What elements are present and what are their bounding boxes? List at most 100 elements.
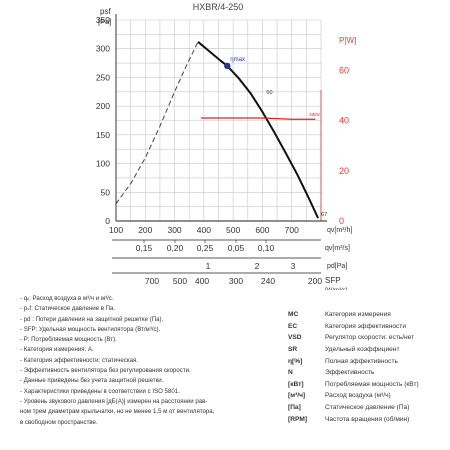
legend-abbr: [Па] [288,404,301,412]
legend-row: η[%] Полная эффективность [288,355,448,367]
legend-abbr: η[%] [288,357,303,365]
pd-tick-label: 3 [291,261,296,271]
bottom-axes: 100 200 300 400 500 600 700 qv[m³/h] 0,15 0,20 0,2… [109,225,352,290]
legend-row: [м³/ч] Расход воздуха (м³/ч) [288,390,448,402]
qs-tick-label: 0,25 [197,243,214,253]
fan-curve-chart: 350300250200150100500psf[Pa]6040200P[W]H… [96,2,357,290]
note-line: в свободном пространстве. [20,418,98,426]
legend-row: [RPM] Частота вращения (об/мин) [288,413,448,425]
stall-curve [115,41,199,205]
y-tick-label: 50 [101,187,111,197]
qs-tick-label: 0,15 [136,243,153,253]
qh-tick-label: 100 [109,225,123,235]
y-tick-label: 150 [96,130,110,140]
qs-tick-label: 0,05 [228,243,245,253]
pd-axis-title: pd[Pa] [327,263,347,270]
sfp-tick-label: 400 [195,276,209,286]
sfp-tick-label: 700 [145,276,159,286]
legend-row: SR Удельный коэффициент [288,344,448,356]
legend-abbr: EC [288,322,298,330]
y2-tick-label: 20 [339,166,349,176]
legend-text: Расход воздуха (м³/ч) [325,392,391,400]
y-tick-label: 0 [105,216,110,226]
sfp-tick-label: 240 [261,276,275,286]
notes-list: - qᵥ: Расход воздуха в м³/ч и м³/с. - pₛf… [20,294,282,428]
legend-text: Потребляемая мощность (кВт) [325,380,419,388]
y2-tick-label: 60 [339,65,349,75]
sfp-tick-label: 200 [308,276,322,286]
y-tick-label: 200 [96,101,110,111]
legend-abbr: VSD [288,334,302,342]
sfp-axis-title: SFP [325,276,341,285]
legend-row: VSD Регулятор скорости: есть/нет [288,332,448,344]
y-tick-label: 350 [96,15,110,25]
legend-text: Регулятор скорости: есть/нет [325,334,415,342]
qs-axis-title: qv[m³/s] [325,245,350,252]
legend-row: MC Категория измерения [288,309,448,321]
chart-curves [115,41,319,219]
sfp-axis-unit: [W/m³/s] [325,288,348,290]
qh-tick-label: 700 [285,225,299,235]
y-axis-unit: [Pa] [98,17,111,26]
qh-tick-label: 500 [226,225,240,235]
legend-abbr: MC [288,311,299,319]
legend-abbr: SR [288,346,298,354]
chart-grid [115,14,327,222]
note-line: - p⁠d : Потери давления на защитной реше… [20,315,164,323]
legend-row: [Па] Статическое давление (Па) [288,402,448,414]
power-curve [200,117,316,120]
chart-title: HXBR/4-250 [193,2,244,12]
legend-abbr: [м³/ч] [288,392,306,400]
qh-tick-label: 200 [138,225,152,235]
abbreviation-legend: MC Категория измерения EC Категория эффекти… [288,309,448,425]
qh-tick-label: 400 [197,225,211,235]
eta-max-point [224,62,231,70]
qh-tick-label: 300 [167,225,181,235]
legend-row: N Эффективность [288,367,448,379]
legend-abbr: [кВт] [288,380,304,388]
note-line: - Эффективность вентилятора без регулиро… [20,367,191,375]
note-line: - Категория эффективности: статическая. [20,356,138,364]
point-67-label: 67 [321,212,327,218]
legend-row: [кВт] Потребляемая мощность (кВт) [288,379,448,391]
y2-tick-label: 40 [339,116,349,126]
qs-tick-label: 0,10 [258,243,275,253]
legend-text: Удельный коэффициент [325,346,400,354]
note-line: ном трем диаметрам крыльчатки, но не мен… [20,408,215,416]
note-line: - Уровень звукового давления [дБ(А)] изм… [20,397,208,405]
point-50-label: 50 [266,90,272,96]
qh-tick-label: 600 [255,225,269,235]
y2-axis-title: P[W] [339,36,356,45]
legend-text: Частота вращения (об/мин) [325,415,410,423]
pressure-curve [197,41,319,219]
note-line: - Данные приведены без учета защитной ре… [20,377,164,385]
qs-tick-label: 0,20 [167,243,184,253]
sfp-tick-label: 500 [173,276,187,286]
legend-abbr: [RPM] [288,415,308,423]
note-line: - Характеристики приведены в соответстви… [20,387,180,395]
note-line: - SFP: Удельная мощность вентилятора (Вт… [20,325,161,333]
y-tick-label: 250 [96,72,110,82]
legend-text: Категория эффективности [325,322,407,330]
y2-tick-label: 0 [339,216,344,226]
sfp-tick-label: 300 [229,276,243,286]
eta-max-label: ηmax [230,57,245,63]
qh-axis-title: qv[m³/h] [327,227,352,234]
legend-text: Полная эффективность [325,357,398,365]
legend-row: EC Категория эффективности [288,321,448,333]
y-tick-label: 300 [96,44,110,54]
note-line: - Категория измерения: А. [20,346,94,354]
note-line: - pₛf: Статическое давление в Па. [20,305,116,313]
y-tick-label: 100 [96,159,110,169]
legend-abbr: N [288,369,293,377]
power-voltage-label: 230V [309,112,320,117]
pd-tick-label: 2 [255,261,260,271]
y-axis-title: psf [100,7,111,16]
note-line: - qᵥ: Расход воздуха в м³/ч и м³/с. [20,295,114,302]
legend-text: Статическое давление (Па) [325,404,410,412]
pd-tick-label: 1 [206,261,211,271]
legend-text: Категория измерения [325,311,391,319]
note-line: - P: Потребляемая мощность (Вт). [20,336,117,344]
chart-labels: 350300250200150100500psf[Pa]6040200P[W]H… [96,2,357,226]
legend-text: Эффективность [325,369,375,377]
